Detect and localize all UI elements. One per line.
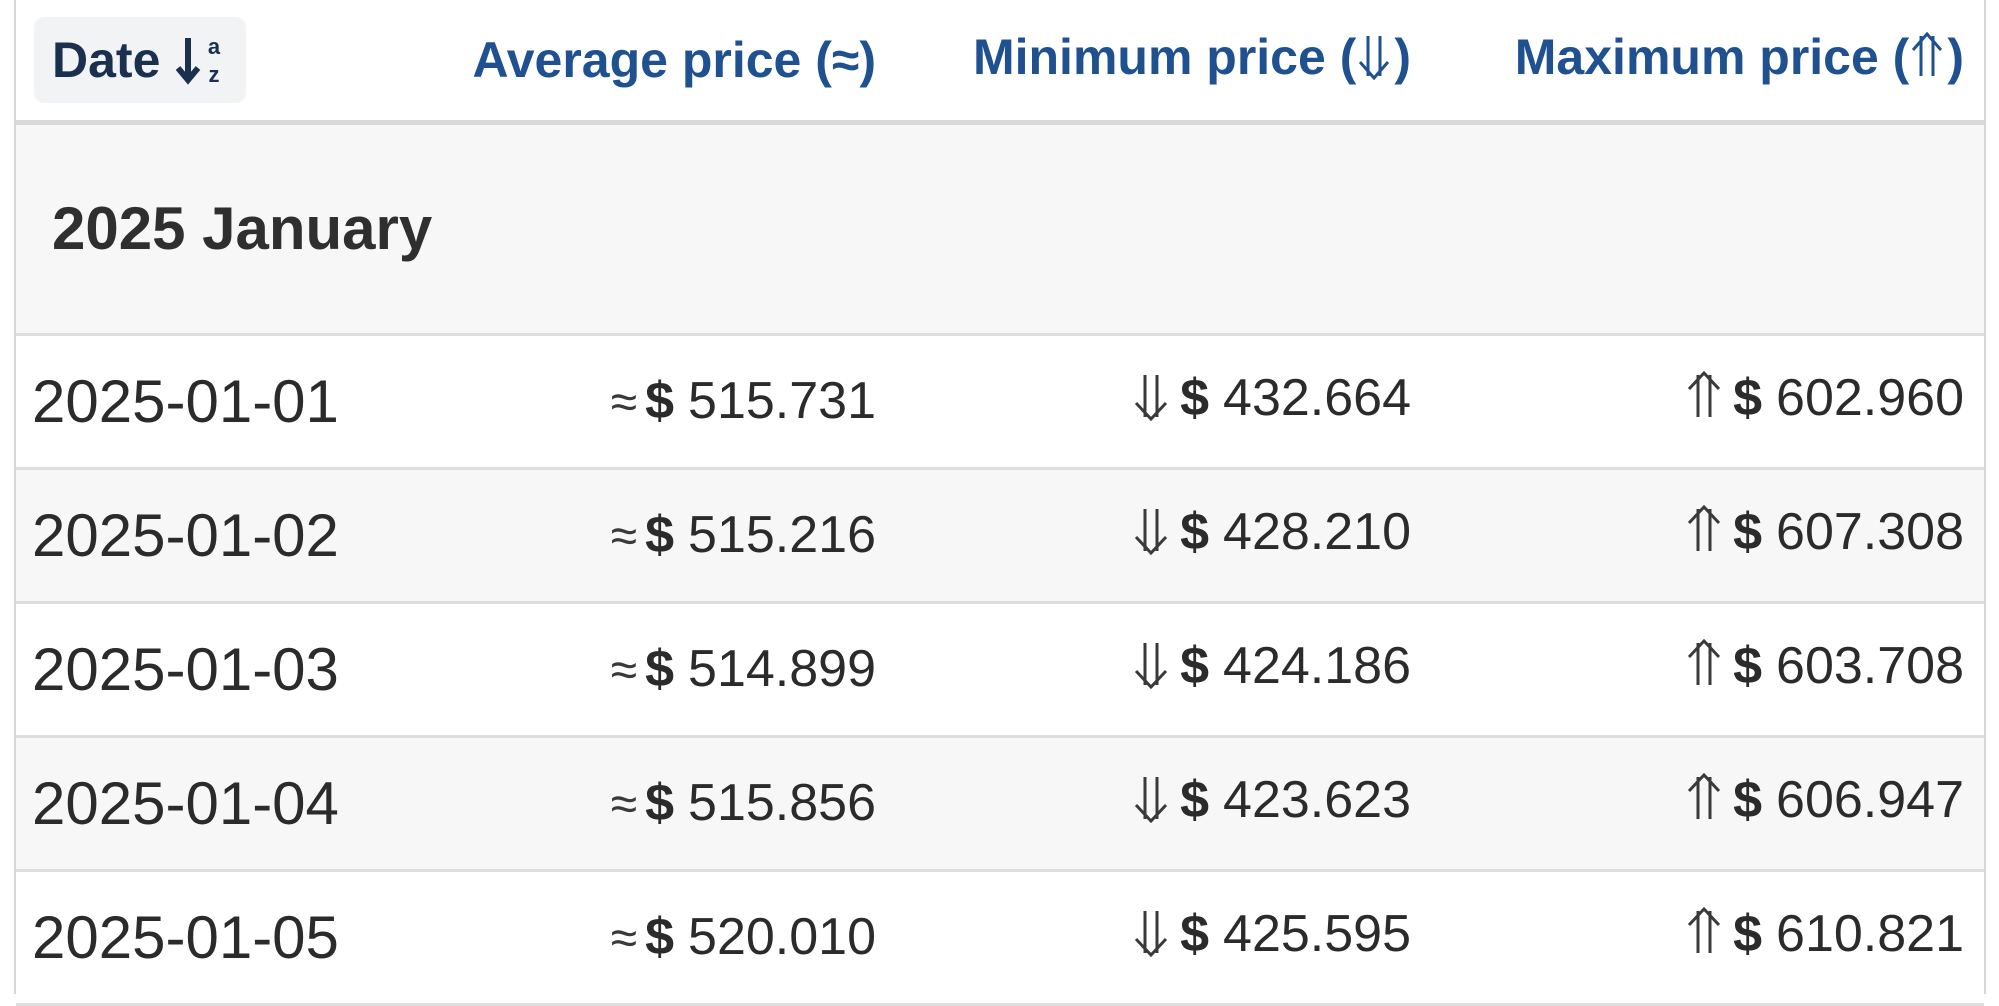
row-minimum-price: $423.623 xyxy=(896,736,1431,870)
average-price-column-header[interactable]: Average price (≈) xyxy=(436,0,896,122)
row-minimum-price: $424.186 xyxy=(896,602,1431,736)
average-price-value: 520.010 xyxy=(688,908,876,966)
table-row: 2025-01-04 ≈ $515.856 $423.623 $606.947 xyxy=(16,736,1984,870)
row-maximum-price: $607.308 xyxy=(1431,468,1984,602)
minimum-price-header-suffix: ) xyxy=(1394,28,1411,85)
maximum-price-value: 603.708 xyxy=(1776,637,1964,695)
currency-symbol: $ xyxy=(1180,369,1210,427)
currency-symbol: $ xyxy=(645,774,675,832)
minimum-price-value: 425.595 xyxy=(1223,905,1411,963)
double-arrow-up-icon xyxy=(1685,370,1723,434)
maximum-price-value: 610.821 xyxy=(1776,905,1964,963)
table-row: 2025-01-05 ≈ $520.010 $425.595 $610.821 xyxy=(16,870,1984,1004)
date-header-label: Date xyxy=(52,31,161,88)
row-date: 2025-01-01 xyxy=(32,367,339,435)
double-arrow-up-icon xyxy=(1685,638,1723,702)
price-table-frame: Date a z Average price (≈) xyxy=(14,0,1986,1004)
minimum-price-value: 428.210 xyxy=(1223,503,1411,561)
row-minimum-price: $428.210 xyxy=(896,468,1431,602)
approx-symbol: ≈ xyxy=(610,778,638,831)
average-price-value: 515.856 xyxy=(688,774,876,832)
row-maximum-price: $606.947 xyxy=(1431,736,1984,870)
sort-icon-letter-top: a xyxy=(208,34,221,59)
currency-symbol: $ xyxy=(1180,771,1210,829)
currency-symbol: $ xyxy=(645,506,675,564)
row-date: 2025-01-03 xyxy=(32,635,339,703)
table-row: 2025-01-03 ≈ $514.899 $424.186 $603.708 xyxy=(16,602,1984,736)
currency-symbol: $ xyxy=(1733,637,1763,695)
double-arrow-down-icon xyxy=(1132,505,1170,568)
currency-symbol: $ xyxy=(645,640,675,698)
maximum-price-header-label: Maximum price ( xyxy=(1514,28,1910,85)
currency-symbol: $ xyxy=(1180,637,1210,695)
double-arrow-up-icon xyxy=(1685,906,1723,970)
row-average-price: ≈ $515.731 xyxy=(436,334,896,468)
row-date: 2025-01-02 xyxy=(32,501,339,569)
currency-symbol: $ xyxy=(1180,503,1210,561)
double-arrow-down-icon xyxy=(1132,773,1170,836)
currency-symbol: $ xyxy=(1733,503,1763,561)
double-arrow-up-icon xyxy=(1685,772,1723,836)
row-maximum-price: $602.960 xyxy=(1431,334,1984,468)
double-arrow-up-icon xyxy=(1685,504,1723,568)
table-row: 2025-01-02 ≈ $515.216 $428.210 $607.308 xyxy=(16,468,1984,602)
average-price-value: 514.899 xyxy=(688,640,876,698)
minimum-price-value: 432.664 xyxy=(1223,369,1411,427)
approx-symbol: ≈ xyxy=(610,510,638,563)
row-date: 2025-01-05 xyxy=(32,903,339,971)
approx-symbol: ≈ xyxy=(610,644,638,697)
row-average-price: ≈ $520.010 xyxy=(436,870,896,1004)
minimum-price-column-header[interactable]: Minimum price ( ) xyxy=(896,0,1431,122)
maximum-price-value: 607.308 xyxy=(1776,503,1964,561)
maximum-price-header-suffix: ) xyxy=(1947,28,1964,85)
minimum-price-value: 423.623 xyxy=(1223,771,1411,829)
date-column-header[interactable]: Date a z xyxy=(16,0,436,122)
average-price-value: 515.731 xyxy=(688,372,876,430)
table-row: 2025-01-01 ≈ $515.731 $432.664 $602.960 xyxy=(16,334,1984,468)
price-table: Date a z Average price (≈) xyxy=(16,0,1984,1006)
sort-alpha-down-icon: a z xyxy=(176,32,224,88)
average-price-header-label: Average price (≈) xyxy=(472,31,876,88)
row-date: 2025-01-04 xyxy=(32,769,339,837)
double-arrow-up-icon xyxy=(1909,31,1945,92)
row-minimum-price: $425.595 xyxy=(896,870,1431,1004)
currency-symbol: $ xyxy=(645,372,675,430)
approx-symbol: ≈ xyxy=(610,912,638,965)
month-group-row: 2025 January xyxy=(16,122,1984,334)
maximum-price-value: 602.960 xyxy=(1776,369,1964,427)
maximum-price-value: 606.947 xyxy=(1776,771,1964,829)
row-average-price: ≈ $515.216 xyxy=(436,468,896,602)
minimum-price-header-label: Minimum price ( xyxy=(972,28,1357,85)
double-arrow-down-icon xyxy=(1132,639,1170,702)
row-minimum-price: $432.664 xyxy=(896,334,1431,468)
row-average-price: ≈ $514.899 xyxy=(436,602,896,736)
currency-symbol: $ xyxy=(1733,905,1763,963)
row-maximum-price: $610.821 xyxy=(1431,870,1984,1004)
average-price-value: 515.216 xyxy=(688,506,876,564)
sort-icon-letter-bottom: z xyxy=(209,62,220,87)
double-arrow-down-icon xyxy=(1356,32,1392,92)
month-group-label: 2025 January xyxy=(52,195,433,262)
currency-symbol: $ xyxy=(645,908,675,966)
currency-symbol: $ xyxy=(1180,905,1210,963)
date-sort-button[interactable]: Date a z xyxy=(34,16,247,103)
table-header-row: Date a z Average price (≈) xyxy=(16,0,1984,122)
double-arrow-down-icon xyxy=(1132,907,1170,970)
approx-symbol: ≈ xyxy=(610,376,638,429)
row-average-price: ≈ $515.856 xyxy=(436,736,896,870)
currency-symbol: $ xyxy=(1733,369,1763,427)
maximum-price-column-header[interactable]: Maximum price ( ) xyxy=(1431,0,1984,122)
minimum-price-value: 424.186 xyxy=(1223,637,1411,695)
currency-symbol: $ xyxy=(1733,771,1763,829)
double-arrow-down-icon xyxy=(1132,371,1170,434)
row-maximum-price: $603.708 xyxy=(1431,602,1984,736)
